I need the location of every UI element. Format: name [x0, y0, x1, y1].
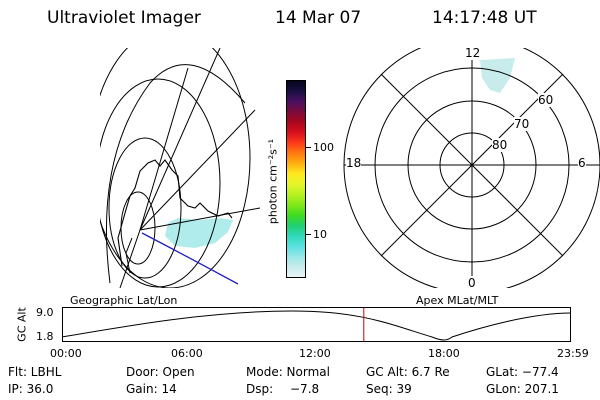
gc-alt-info: GC Alt: 6.7 Re: [366, 365, 450, 379]
mlat-label-80: 80: [492, 138, 508, 152]
altitude-timeline: [62, 307, 572, 342]
aurora-patch-geo: [165, 218, 233, 248]
geographic-label: Geographic Lat/Lon: [70, 294, 178, 307]
orbit-track: [141, 232, 239, 285]
dsp-label: Dsp:: [246, 382, 274, 396]
altitude-curve: [62, 310, 572, 341]
timeline-x-4: 23:59: [557, 347, 589, 360]
filter-info: Flt: LBHL: [8, 365, 62, 379]
apex-label: Apex MLat/MLT: [416, 294, 499, 307]
colorbar-label-100: 100: [313, 141, 334, 154]
geographic-map: [100, 48, 260, 288]
timeline-y-bottom: 1.8: [36, 330, 54, 343]
seq-info: Seq: 39: [366, 382, 412, 396]
app-title: Ultraviolet Imager: [47, 8, 201, 28]
door-info: Door: Open: [126, 365, 195, 379]
colorbar-label-10: 10: [313, 228, 327, 241]
aurora-patch-polar: [480, 58, 515, 93]
timeline-x-2: 12:00: [299, 347, 331, 360]
time-label: 14:17:48 UT: [432, 8, 537, 28]
timeline-x-1: 06:00: [171, 347, 203, 360]
timeline-x-3: 18:00: [428, 347, 460, 360]
dsp-value: −7.8: [290, 382, 320, 396]
colorbar-unit: photon cm⁻²s⁻¹: [266, 138, 280, 225]
timeline-axis-label: GC Alt: [15, 307, 29, 342]
glat-info: GLat: −77.4: [486, 365, 559, 379]
mlat-label-60: 60: [538, 93, 554, 107]
glon-info: GLon: 207.1: [486, 382, 559, 396]
mlt-label-6: 6: [578, 156, 586, 170]
colorbar: [286, 80, 306, 278]
mlt-label-12: 12: [465, 46, 481, 60]
ip-info: IP: 36.0: [8, 382, 54, 396]
mlat-label-70: 70: [514, 117, 530, 131]
mlt-label-18: 18: [346, 156, 362, 170]
colorbar-tick-100: [306, 147, 311, 148]
polar-mlat-mlt-plot: [343, 48, 600, 288]
timeline-y-top: 9.0: [36, 306, 54, 319]
date-label: 14 Mar 07: [275, 8, 362, 28]
colorbar-tick-10: [306, 234, 311, 235]
timeline-x-0: 00:00: [50, 347, 82, 360]
gain-info: Gain: 14: [126, 382, 177, 396]
coastline: [117, 159, 233, 267]
mode-info: Mode: Normal: [246, 365, 330, 379]
mlt-label-0: 0: [468, 276, 476, 290]
